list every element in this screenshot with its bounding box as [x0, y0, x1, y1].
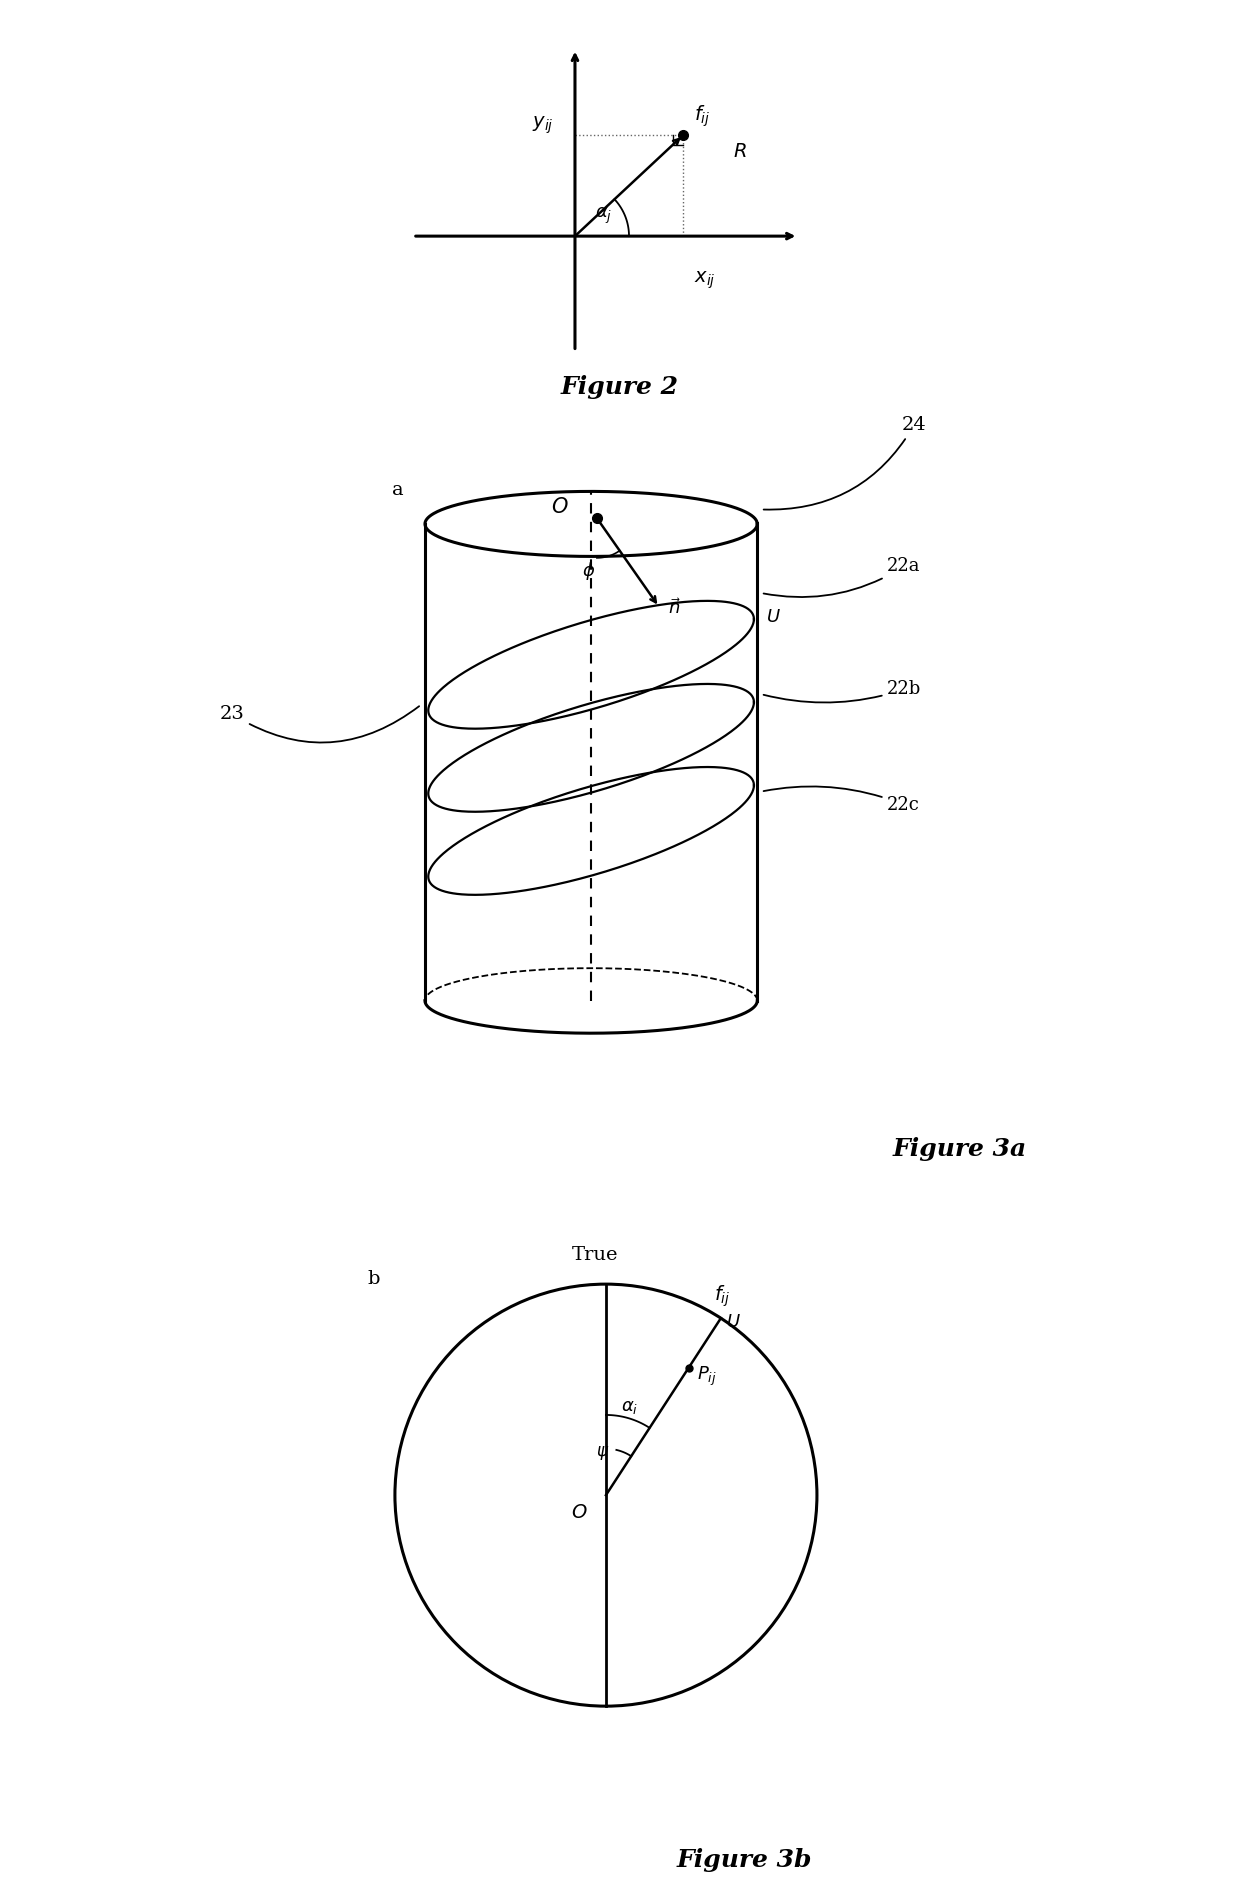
Text: $y_{ij}$: $y_{ij}$ — [532, 114, 553, 137]
Text: 24: 24 — [764, 416, 926, 509]
Text: $O$: $O$ — [552, 496, 569, 517]
Text: $f_{ij}$: $f_{ij}$ — [694, 105, 711, 129]
Text: $R$: $R$ — [733, 143, 748, 162]
Text: 22c: 22c — [764, 787, 920, 814]
Text: $\vec{n}$: $\vec{n}$ — [667, 599, 681, 618]
Text: $U$: $U$ — [727, 1312, 742, 1331]
Text: $f_{ij}$: $f_{ij}$ — [714, 1283, 730, 1310]
Text: $P_{ij}$: $P_{ij}$ — [697, 1365, 717, 1388]
Text: $\alpha_i$: $\alpha_i$ — [621, 1399, 639, 1416]
Text: Figure 2: Figure 2 — [560, 374, 680, 399]
Text: $\psi$: $\psi$ — [595, 1445, 609, 1462]
Text: $\alpha_j$: $\alpha_j$ — [595, 205, 613, 226]
Text: $x_{ij}$: $x_{ij}$ — [694, 270, 715, 291]
Text: $\phi$: $\phi$ — [583, 561, 595, 582]
Text: Figure 3a: Figure 3a — [893, 1137, 1027, 1162]
Text: a: a — [392, 481, 403, 500]
Text: 23: 23 — [219, 705, 419, 743]
Text: Figure 3b: Figure 3b — [676, 1848, 812, 1872]
Text: $U$: $U$ — [766, 608, 781, 625]
Text: True: True — [572, 1245, 619, 1264]
Text: 22a: 22a — [764, 557, 921, 597]
Text: b: b — [367, 1270, 381, 1289]
Text: 22b: 22b — [764, 681, 921, 703]
Text: $O$: $O$ — [570, 1504, 588, 1521]
